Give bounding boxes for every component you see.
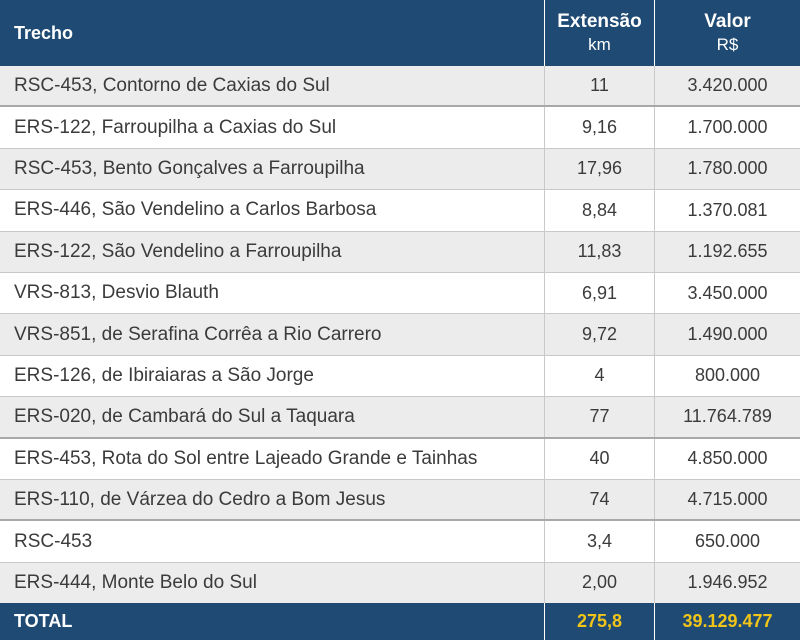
table-row: RSC-453 3,4 650.000: [0, 521, 800, 563]
cell-extensao: 8,84: [544, 190, 654, 231]
cell-trecho: RSC-453: [14, 530, 93, 552]
table-row: RSC-453, Bento Gonçalves a Farroupilha 1…: [0, 148, 800, 191]
total-extensao: 275,8: [544, 603, 654, 640]
cell-valor: 650.000: [654, 521, 800, 562]
header-extensao-label: Extensão: [557, 11, 642, 32]
cell-valor: 1.490.000: [654, 314, 800, 355]
cell-valor: 800.000: [654, 355, 800, 397]
cell-trecho: ERS-110, de Várzea do Cedro a Bom Jesus: [14, 488, 386, 510]
cell-trecho: VRS-851, de Serafina Corrêa a Rio Carrer…: [14, 323, 382, 345]
cell-extensao: 11: [544, 66, 654, 106]
cell-extensao: 2,00: [544, 562, 654, 603]
cell-trecho: VRS-813, Desvio Blauth: [14, 282, 219, 304]
header-extensao-unit: km: [588, 35, 611, 54]
cell-valor: 1.700.000: [654, 107, 800, 148]
table-row: ERS-444, Monte Belo do Sul 2,00 1.946.95…: [0, 562, 800, 603]
cell-valor: 3.420.000: [654, 66, 800, 106]
total-label: TOTAL: [14, 611, 73, 631]
cell-valor: 4.850.000: [654, 438, 800, 479]
table-row: VRS-851, de Serafina Corrêa a Rio Carrer…: [0, 314, 800, 356]
cell-trecho: ERS-122, São Vendelino a Farroupilha: [14, 240, 342, 262]
table-header: Trecho Extensão km Valor R$: [0, 0, 800, 66]
table-row: ERS-122, Farroupilha a Caxias do Sul 9,1…: [0, 107, 800, 149]
table-row: ERS-446, São Vendelino a Carlos Barbosa …: [0, 190, 800, 232]
cell-valor: 1.370.081: [654, 190, 800, 231]
cell-trecho: ERS-020, de Cambará do Sul a Taquara: [14, 405, 355, 427]
table-row: ERS-020, de Cambará do Sul a Taquara 77 …: [0, 397, 800, 439]
cell-extensao: 17,96: [544, 148, 654, 190]
table-row: ERS-126, de Ibiraiaras a São Jorge 4 800…: [0, 355, 800, 398]
header-valor-unit: R$: [716, 35, 739, 54]
cell-trecho: ERS-446, São Vendelino a Carlos Barbosa: [14, 199, 377, 221]
cell-extensao: 3,4: [544, 521, 654, 562]
cell-extensao: 9,16: [544, 107, 654, 148]
cell-extensao: 9,72: [544, 314, 654, 355]
table-total-row: TOTAL 275,8 39.129.477: [0, 603, 800, 640]
cell-valor: 1.780.000: [654, 148, 800, 190]
total-valor: 39.129.477: [654, 603, 800, 640]
cell-extensao: 4: [544, 355, 654, 397]
cell-extensao: 74: [544, 480, 654, 520]
table-row: VRS-813, Desvio Blauth 6,91 3.450.000: [0, 273, 800, 315]
header-trecho: Trecho: [14, 22, 74, 43]
header-valor: Valor R$: [654, 0, 800, 66]
table-row: ERS-122, São Vendelino a Farroupilha 11,…: [0, 231, 800, 273]
header-valor-label: Valor: [704, 11, 751, 32]
cell-valor: 1.192.655: [654, 231, 800, 272]
cell-trecho: ERS-453, Rota do Sol entre Lajeado Grand…: [14, 447, 478, 469]
header-extensao: Extensão km: [544, 0, 654, 66]
cell-trecho: ERS-126, de Ibiraiaras a São Jorge: [14, 364, 314, 386]
table-row: RSC-453, Contorno de Caxias do Sul 11 3.…: [0, 66, 800, 108]
cell-trecho: RSC-453, Contorno de Caxias do Sul: [14, 74, 330, 96]
cell-trecho: ERS-444, Monte Belo do Sul: [14, 571, 257, 593]
table-row: ERS-110, de Várzea do Cedro a Bom Jesus …: [0, 480, 800, 522]
cell-valor: 3.450.000: [654, 273, 800, 314]
cell-trecho: RSC-453, Bento Gonçalves a Farroupilha: [14, 157, 365, 179]
cell-extensao: 40: [544, 438, 654, 479]
cell-extensao: 11,83: [544, 231, 654, 272]
cell-valor: 11.764.789: [654, 397, 800, 437]
cell-valor: 1.946.952: [654, 562, 800, 603]
table-row: ERS-453, Rota do Sol entre Lajeado Grand…: [0, 438, 800, 480]
cell-extensao: 6,91: [544, 273, 654, 314]
cell-extensao: 77: [544, 397, 654, 437]
cell-valor: 4.715.000: [654, 480, 800, 520]
cell-trecho: ERS-122, Farroupilha a Caxias do Sul: [14, 116, 337, 138]
